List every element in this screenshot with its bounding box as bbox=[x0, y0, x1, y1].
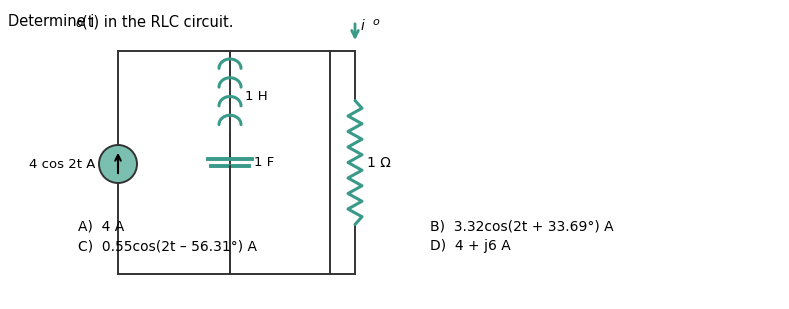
Text: C)  0.55cos(2t – 56.31°) A: C) 0.55cos(2t – 56.31°) A bbox=[78, 239, 257, 253]
Text: (t) in the RLC circuit.: (t) in the RLC circuit. bbox=[82, 14, 234, 29]
Text: A)  4 A: A) 4 A bbox=[78, 219, 124, 233]
Circle shape bbox=[99, 145, 137, 183]
Text: B)  3.32cos(2t + 33.69°) A: B) 3.32cos(2t + 33.69°) A bbox=[430, 219, 614, 233]
Text: Determine i: Determine i bbox=[8, 14, 95, 29]
Text: D)  4 + j6 A: D) 4 + j6 A bbox=[430, 239, 510, 253]
Text: 1 H: 1 H bbox=[245, 90, 267, 103]
Text: 1 F: 1 F bbox=[254, 155, 275, 168]
Text: o: o bbox=[372, 17, 379, 27]
Text: 4 cos 2t A: 4 cos 2t A bbox=[28, 158, 95, 171]
Text: 1 Ω: 1 Ω bbox=[367, 155, 391, 170]
Text: i: i bbox=[361, 19, 365, 33]
Text: o: o bbox=[75, 17, 82, 30]
